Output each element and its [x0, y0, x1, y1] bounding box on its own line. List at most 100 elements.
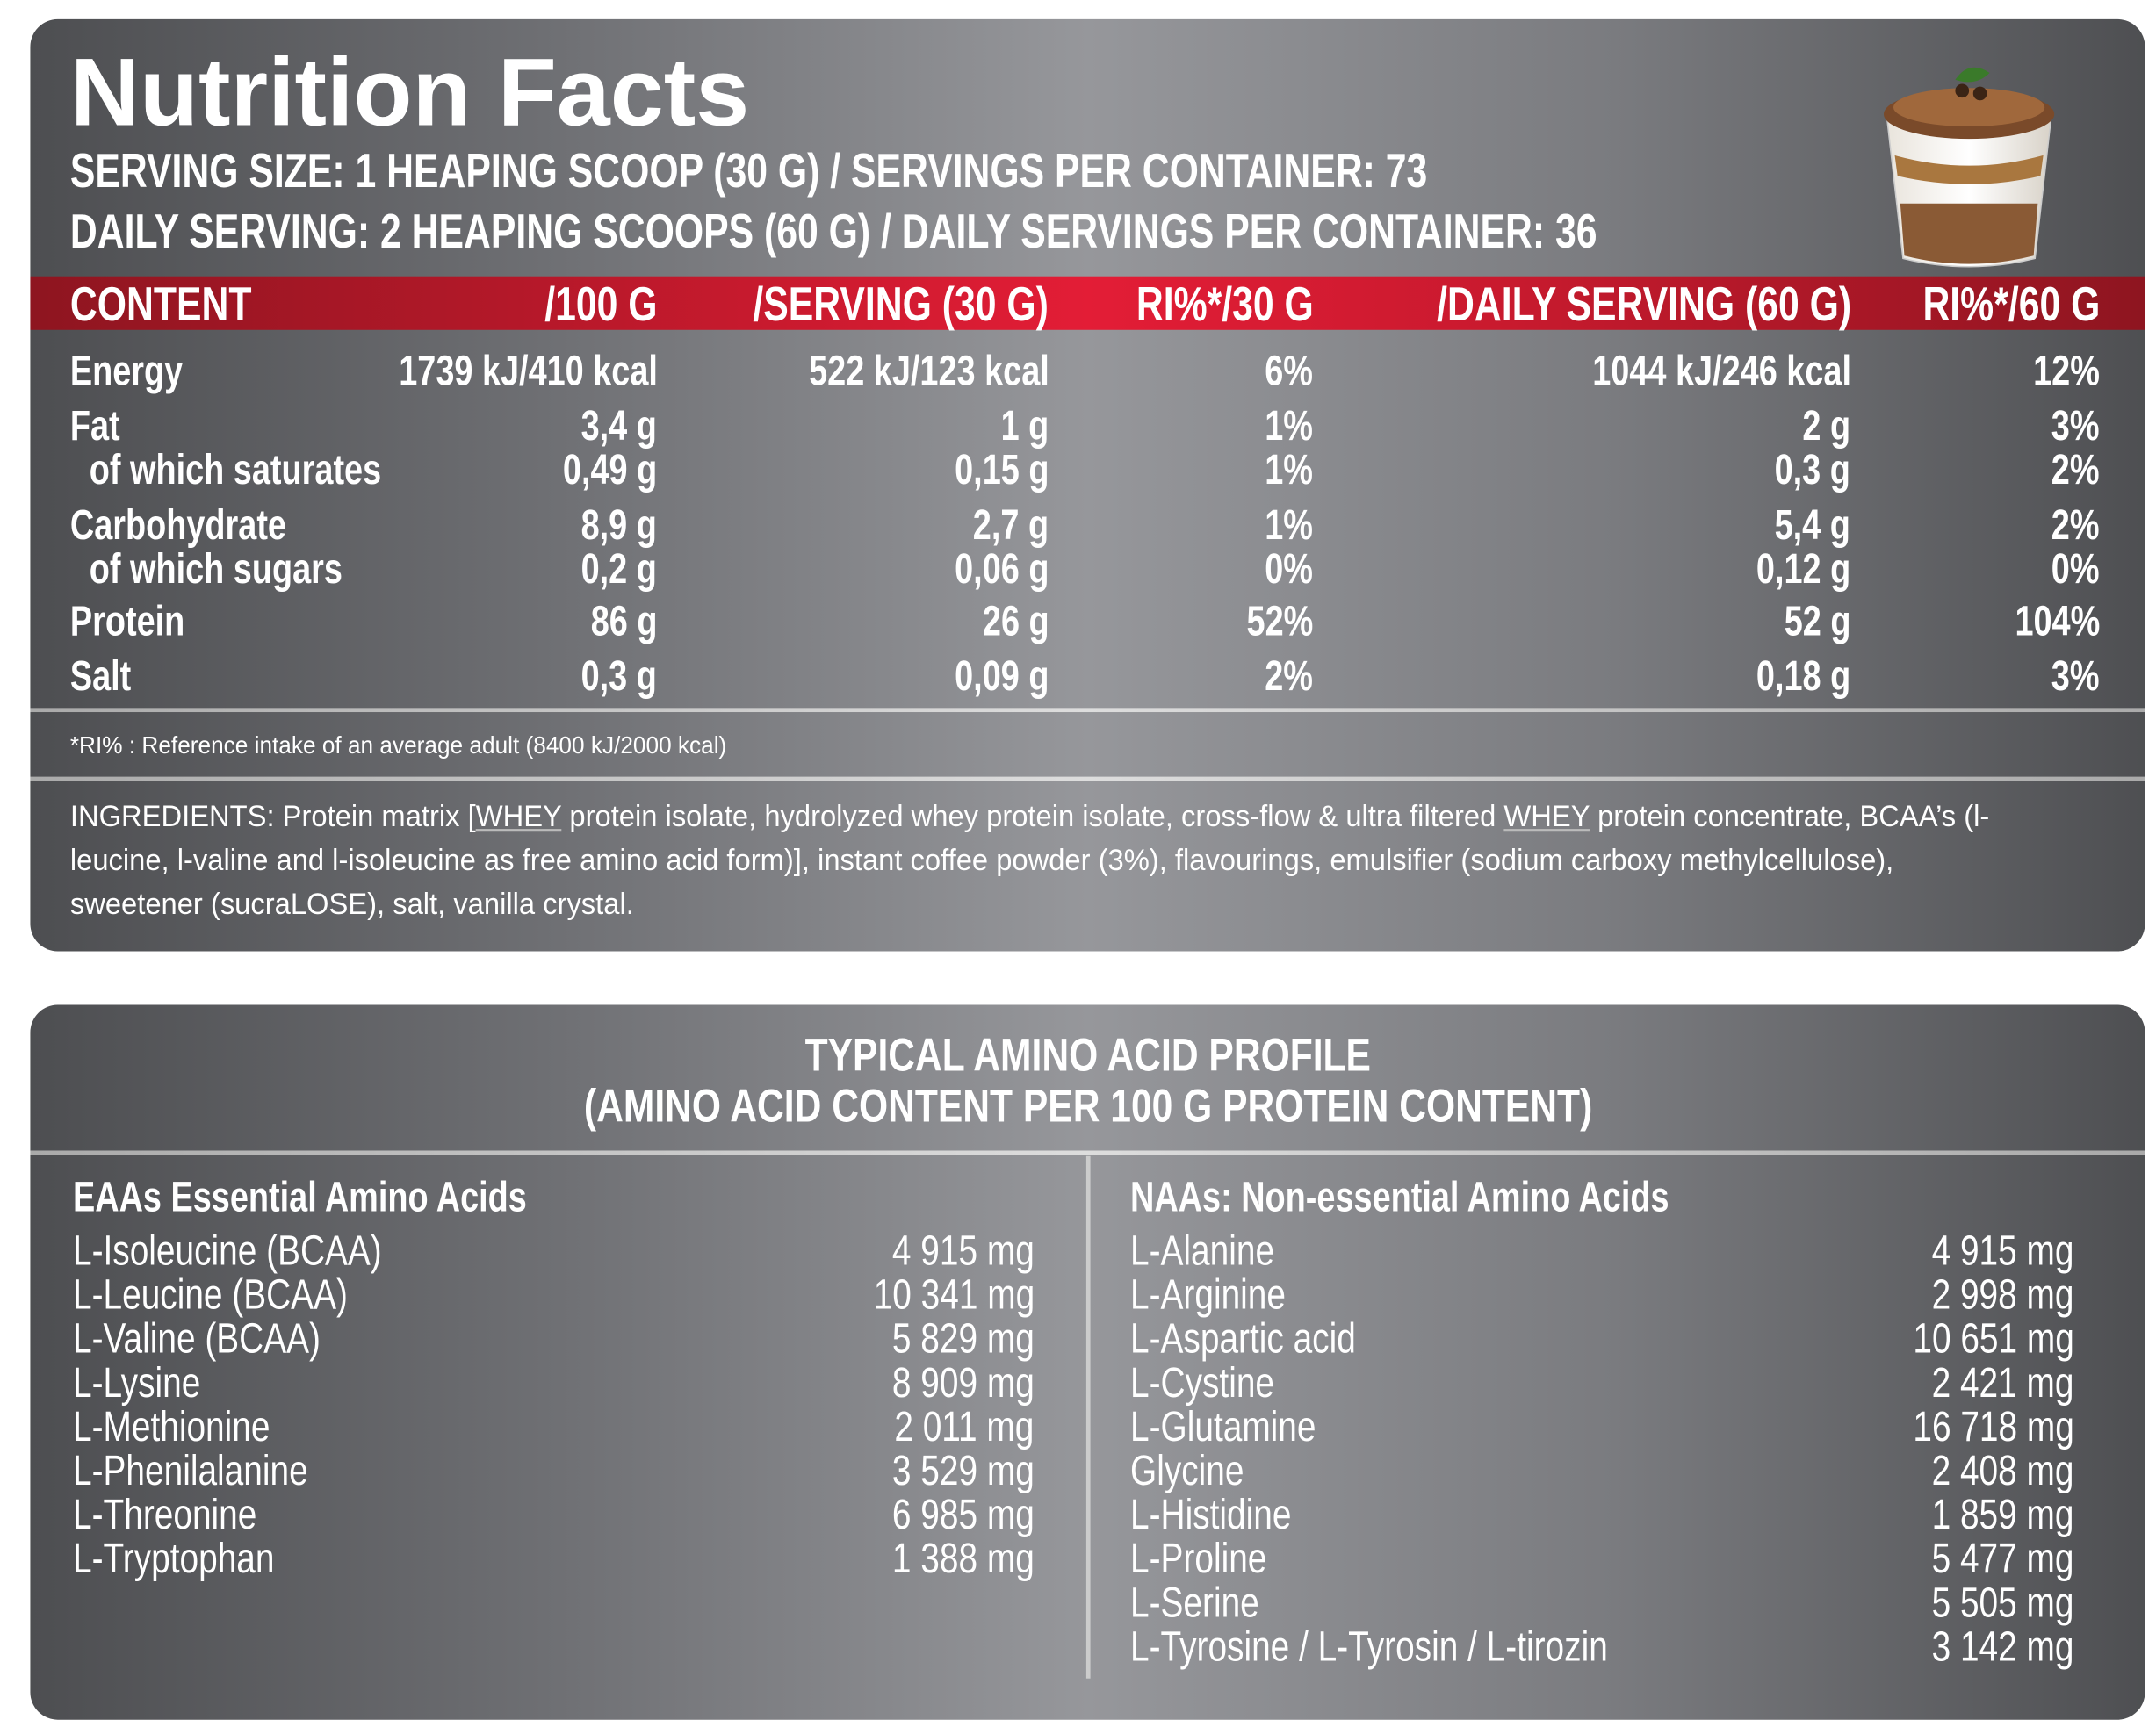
nutrient-name: Salt: [69, 651, 132, 700]
amino-value: 3 529 mg: [891, 1446, 1035, 1494]
amino-value: 2 408 mg: [1931, 1446, 2074, 1494]
nutrient-value: 2,7 g: [973, 500, 1049, 549]
divider: [30, 1150, 2145, 1155]
column-header: /100 G: [544, 277, 658, 332]
nutrient-value: 0,18 g: [1756, 651, 1851, 700]
amino-name: L-Histidine: [1130, 1490, 1292, 1539]
amino-acid-panel: TYPICAL AMINO ACID PROFILE (AMINO ACID C…: [30, 1004, 2145, 1720]
nutrient-name: of which saturates: [89, 445, 382, 494]
nutrient-value: 1 g: [1000, 401, 1049, 450]
amino-name: L-Aspartic acid: [1130, 1313, 1356, 1363]
column-header: /SERVING (30 G): [754, 277, 1049, 332]
eaa-heading: EAAs Essential Amino Acids: [72, 1172, 527, 1221]
amino-value: 4 915 mg: [891, 1226, 1035, 1275]
amino-name: L-Tyrosine / L-Tyrosin / L-tirozin: [1130, 1622, 1608, 1671]
amino-name: L-Threonine: [72, 1490, 257, 1539]
nutrient-name: Carbohydrate: [69, 500, 286, 549]
footnote: *RI% : Reference intake of an average ad…: [69, 730, 727, 759]
nutrient-value: 522 kJ/123 kcal: [808, 346, 1049, 395]
amino-title: TYPICAL AMINO ACID PROFILE: [804, 1029, 1371, 1083]
nutrient-value: 0,12 g: [1756, 544, 1851, 593]
amino-value: 5 477 mg: [1931, 1534, 2074, 1583]
nutrient-value: 3,4 g: [581, 401, 658, 450]
amino-value: 8 909 mg: [891, 1357, 1035, 1407]
amino-name: L-Lysine: [72, 1357, 201, 1407]
nutrient-value: 6%: [1265, 346, 1314, 395]
column-header: /DAILY SERVING (60 G): [1436, 277, 1851, 332]
amino-name: L-Glutamine: [1130, 1402, 1316, 1450]
nutrient-value: 0,49 g: [563, 445, 658, 494]
daily-serving: DAILY SERVING: 2 HEAPING SCOOPS (60 G) /…: [69, 205, 1597, 259]
amino-value: 10 341 mg: [872, 1270, 1035, 1319]
nutrient-value: 8,9 g: [581, 500, 658, 549]
nutrient-value: 2%: [1265, 651, 1314, 700]
serving-size: SERVING SIZE: 1 HEAPING SCOOP (30 G) / S…: [69, 144, 1428, 198]
divider: [30, 776, 2145, 781]
nutrient-name: Energy: [69, 346, 184, 395]
nutrient-value: 2%: [2051, 500, 2100, 549]
amino-value: 6 985 mg: [891, 1490, 1035, 1539]
nutrient-value: 0,09 g: [955, 651, 1049, 700]
allergen-whey: WHEY: [1503, 798, 1590, 833]
nutrient-value: 3%: [2051, 651, 2100, 700]
amino-value: 2 011 mg: [894, 1402, 1035, 1450]
amino-subtitle-wrap: (AMINO ACID CONTENT PER 100 G PROTEIN CO…: [30, 1083, 2145, 1130]
column-divider: [1085, 1155, 1091, 1679]
column-header: RI%*/60 G: [1922, 277, 2100, 332]
nutrient-value: 1%: [1265, 401, 1314, 450]
amino-name: L-Arginine: [1130, 1270, 1287, 1319]
nutrient-value: 1044 kJ/246 kcal: [1591, 346, 1851, 395]
amino-value: 4 915 mg: [1931, 1226, 2074, 1275]
amino-name: L-Cystine: [1130, 1357, 1275, 1407]
amino-value: 1 388 mg: [891, 1534, 1035, 1583]
column-header-bar: [30, 276, 2145, 330]
amino-value: 2 998 mg: [1931, 1270, 2074, 1319]
amino-name: L-Leucine (BCAA): [72, 1270, 348, 1319]
nutrient-value: 104%: [2014, 596, 2100, 645]
nutrient-value: 3%: [2051, 401, 2100, 450]
nutrient-value: 0,15 g: [955, 445, 1049, 494]
amino-value: 5 829 mg: [891, 1313, 1035, 1363]
nutrient-value: 0%: [1265, 544, 1314, 593]
nutrient-value: 0,3 g: [1775, 445, 1851, 494]
nutrient-value: 86 g: [590, 596, 658, 645]
tiramisu-image: [1859, 39, 2080, 272]
nutrient-value: 5,4 g: [1775, 500, 1851, 549]
amino-name: L-Phenilalanine: [72, 1446, 308, 1494]
amino-name: Glycine: [1130, 1446, 1244, 1494]
amino-value: 3 142 mg: [1931, 1622, 2074, 1671]
nutrient-name: Protein: [69, 596, 185, 645]
nutrient-value: 26 g: [982, 596, 1049, 645]
nutrient-value: 2 g: [1802, 401, 1851, 450]
divider: [30, 708, 2145, 713]
column-header-content: CONTENT: [69, 277, 252, 332]
allergen-whey: WHEY: [475, 798, 562, 833]
ingredients-part: protein concentrate, BCAA’s (l-leucine, …: [69, 798, 1990, 922]
amino-subtitle: (AMINO ACID CONTENT PER 100 G PROTEIN CO…: [583, 1080, 1592, 1133]
nutrient-value: 1739 kJ/410 kcal: [398, 346, 658, 395]
page-title: Nutrition Facts: [69, 38, 750, 146]
column-header: RI%*/30 G: [1136, 277, 1314, 332]
nutrient-value: 1%: [1265, 445, 1314, 494]
amino-value: 10 651 mg: [1912, 1313, 2074, 1363]
ingredients-part: INGREDIENTS: Protein matrix [: [69, 798, 476, 833]
amino-value: 1 859 mg: [1931, 1490, 2074, 1539]
ingredients-text: INGREDIENTS: Protein matrix [WHEY protei…: [70, 795, 2003, 926]
nutrient-value: 12%: [2033, 346, 2100, 395]
nutrient-value: 0,06 g: [955, 544, 1049, 593]
nutrient-value: 0,3 g: [581, 651, 658, 700]
amino-value: 16 718 mg: [1912, 1402, 2074, 1450]
ingredients-part: protein isolate, hydrolyzed whey protein…: [561, 798, 1504, 833]
nutrient-value: 1%: [1265, 500, 1314, 549]
nutrient-name: Fat: [69, 401, 120, 450]
nutrient-value: 0%: [2051, 544, 2100, 593]
amino-name: L-Serine: [1130, 1578, 1259, 1627]
amino-name: L-Alanine: [1130, 1226, 1275, 1275]
nutrient-value: 0,2 g: [581, 544, 658, 593]
amino-value: 2 421 mg: [1931, 1357, 2074, 1407]
amino-name: L-Methionine: [72, 1402, 270, 1450]
nutrient-value: 2%: [2051, 445, 2100, 494]
naa-heading: NAAs: Non-essential Amino Acids: [1130, 1172, 1669, 1221]
amino-name: L-Tryptophan: [72, 1534, 275, 1583]
nutrient-value: 52%: [1246, 596, 1314, 645]
